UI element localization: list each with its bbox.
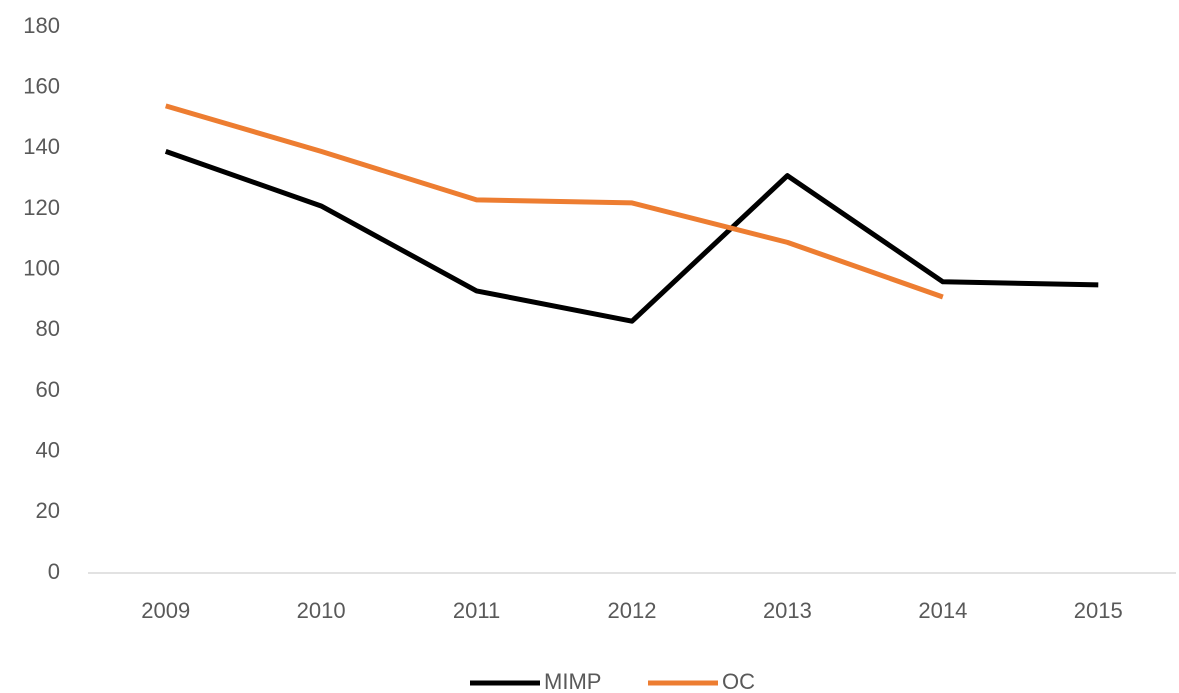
data-line [164,149,1099,324]
x-tick-label: 2013 [763,598,812,623]
y-tick-label: 80 [36,316,60,341]
y-tick-label: 20 [36,498,60,523]
legend-label: OC [722,669,755,693]
x-tick-label: 2012 [608,598,657,623]
y-tick-label: 100 [23,255,60,280]
x-tick-label: 2015 [1074,598,1123,623]
y-tick-label: 40 [36,437,60,462]
x-tick-label: 2011 [453,598,500,623]
y-tick-label: 160 [23,73,60,98]
data-line [165,103,944,300]
y-tick-label: 0 [48,559,60,584]
x-tick-label: 2014 [918,598,967,623]
x-tick-label: 2010 [297,598,346,623]
y-tick-label: 180 [23,13,60,38]
y-tick-label: 140 [23,134,60,159]
y-tick-label: 120 [23,195,60,220]
legend-label: MIMP [544,669,601,693]
x-tick-label: 2009 [141,598,190,623]
y-tick-label: 60 [36,377,60,402]
